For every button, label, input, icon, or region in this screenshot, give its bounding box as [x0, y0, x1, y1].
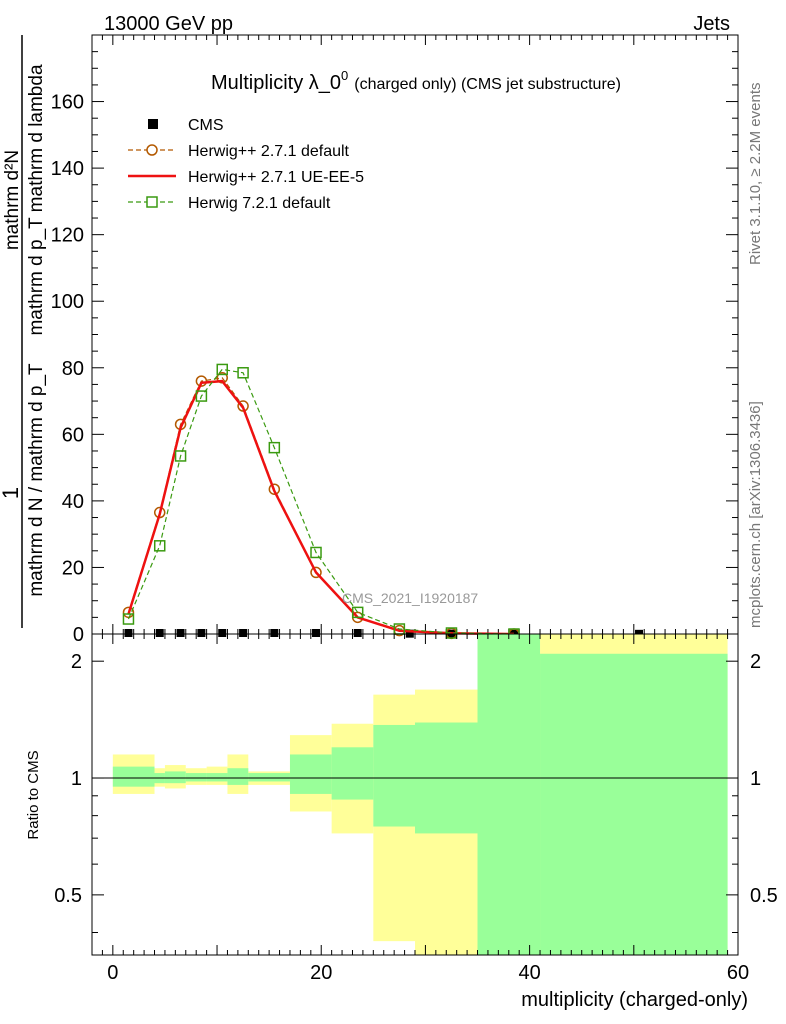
- y-tick-label: 40: [62, 491, 84, 513]
- cms-data-point: [270, 629, 279, 638]
- herwig7-default-point: [237, 367, 249, 379]
- herwig7-default-point: [153, 540, 166, 552]
- x-tick-label: 0: [107, 962, 118, 984]
- ylabel-numerator: 1: [0, 487, 23, 499]
- ratio-y-tick-label-right: 0.5: [750, 885, 778, 907]
- cms-data-point: [312, 629, 321, 638]
- cms-data-point: [124, 629, 133, 638]
- x-axis-label: multiplicity (charged-only): [521, 989, 748, 1011]
- ratio-y-tick-label: 1: [71, 768, 82, 790]
- ratio-y-tick-label-right: 1: [750, 768, 761, 790]
- analysis-id-label: CMS_2021_I1920187: [342, 590, 478, 606]
- x-tick-label: 60: [727, 962, 749, 984]
- title-main-text: Multiplicity λ_0: [211, 72, 341, 94]
- legend-label-2: Herwig++ 2.7.1 UE-EE-5: [188, 169, 364, 186]
- ratio-band-inner-3: [185, 773, 207, 782]
- ratio-band-inner-9: [373, 724, 415, 827]
- y-tick-label: 80: [62, 358, 84, 380]
- ratio-band-inner-5: [227, 768, 249, 785]
- ratio-band-inner-4: [206, 773, 228, 782]
- title-superscript: 0: [341, 68, 348, 83]
- herwig7-default-point: [195, 390, 208, 402]
- herwig7-default-point: [445, 627, 458, 639]
- ratio-plot-panel: 0 20 40 60 0.5 0.5 1 1 2 2 Ratio to CMS multiplic…: [25, 633, 778, 1011]
- herwig7-default-point: [310, 546, 322, 559]
- cms-data-point: [155, 629, 164, 638]
- herwig7-default-point: [174, 450, 187, 462]
- y-tick-label: 160: [51, 92, 84, 114]
- mcplots-label: mcplots.cern.ch [arXiv:1306.3436]: [747, 401, 764, 628]
- y-tick-label: 20: [62, 557, 84, 579]
- herwigpp-default-point: [310, 566, 322, 579]
- herwig7-default-point: [216, 363, 228, 376]
- herwig7-default-point: [268, 441, 281, 454]
- legend-label-3: Herwig 7.2.1 default: [188, 195, 331, 212]
- legend-label-0: CMS: [188, 117, 224, 134]
- legend: CMS Herwig++ 2.7.1 default Herwig++ 2.7.1 …: [128, 117, 364, 212]
- ratio-y-tick-label: 0.5: [54, 885, 82, 907]
- ylabel-right-denominator: mathrm d p_T mathrm d lambda: [26, 64, 47, 335]
- main-plot-title: Multiplicity λ_00 (charged only) (CMS jet…: [211, 68, 621, 94]
- ratio-band-inner-11: [477, 634, 541, 955]
- y-tick-label: 120: [51, 225, 84, 247]
- ratio-band-inner-12: [540, 653, 728, 955]
- herwig7-default-point: [122, 613, 135, 625]
- herwigpp-default-point: [122, 606, 135, 619]
- ratio-band-inner-8: [331, 747, 374, 800]
- main-plot-panel: Multiplicity λ_00(charged only) (CMS jet…: [0, 34, 739, 646]
- x-tick-label: 20: [310, 962, 332, 984]
- cms-data-point: [197, 629, 206, 638]
- ratio-band-inner-7: [289, 754, 332, 794]
- ratio-y-tick-label: 2: [71, 651, 82, 673]
- ylabel-denominator: mathrm d N / mathrm d p_T: [26, 363, 47, 597]
- series-line-3: [127, 368, 515, 635]
- series-line-2: [127, 379, 515, 636]
- cms-data-point: [353, 629, 362, 638]
- herwigpp-default-point: [195, 375, 208, 387]
- ratio-band-inner-2: [164, 771, 186, 784]
- legend-label-1: Herwig++ 2.7.1 default: [188, 143, 350, 160]
- y-tick-label: 140: [51, 158, 84, 180]
- legend-marker-circle: [146, 144, 158, 156]
- cms-data-point: [239, 629, 248, 638]
- legend-marker-cms: [148, 119, 158, 129]
- ratio-y-tick-label-right: 2: [750, 651, 761, 673]
- y-tick-label: 0: [73, 624, 84, 646]
- ratio-band-inner-0: [112, 766, 155, 787]
- herwigpp-default-point: [268, 483, 281, 495]
- ratio-ylabel: Ratio to CMS: [25, 750, 42, 839]
- ratio-band-inner-6: [248, 773, 290, 782]
- herwig7-default-point: [351, 606, 364, 619]
- legend-marker-square: [146, 196, 158, 208]
- cms-data-point: [176, 629, 185, 638]
- rivet-version-label: Rivet 3.1.10, ≥ 2.2M events: [747, 83, 764, 266]
- ylabel-right-numerator: mathrm d²N: [2, 150, 23, 250]
- y-tick-label: 60: [62, 424, 84, 446]
- title-suffix-text: (charged only) (CMS jet substructure): [354, 76, 621, 93]
- x-tick-label: 40: [518, 962, 540, 984]
- main-ylabel: 1 mathrm d N / mathrm d p_T mathrm d²N m…: [0, 35, 47, 628]
- cms-data-point: [218, 629, 227, 638]
- header-left-label: 13000 GeV pp: [104, 13, 233, 35]
- y-tick-label: 100: [51, 291, 84, 313]
- header-right-label: Jets: [693, 13, 730, 35]
